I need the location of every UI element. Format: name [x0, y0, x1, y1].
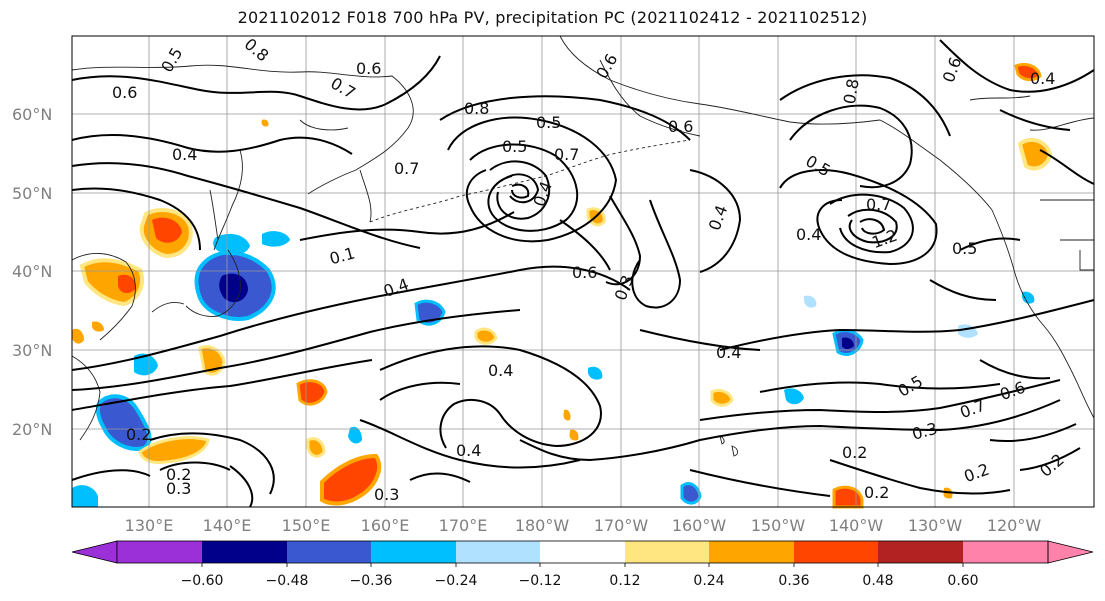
map-panel: 0.5 0.8 0.6 0.7 0.6 0.4 0.7 0.8 0.5 0.6 … — [71, 34, 1095, 509]
colorbar-segment — [456, 541, 540, 563]
colorbar-segment — [963, 541, 1048, 563]
contour-label: 0.5 — [536, 113, 561, 132]
lon-label: 130°W — [908, 516, 963, 535]
colorbar-tick-label: 0.24 — [693, 573, 724, 589]
lon-label: 170°E — [439, 516, 488, 535]
colorbar-tick-label: 0.60 — [947, 573, 978, 589]
contour-label: 0.6 — [668, 117, 693, 136]
colorbar-segment — [287, 541, 371, 563]
lon-label: 170°W — [594, 516, 649, 535]
colorbar-extend-high — [1047, 540, 1094, 564]
longitude-labels: 130°E 140°E 150°E 160°E 170°E 180°W 170°… — [125, 516, 1042, 535]
contour-label: 0.5 — [952, 239, 977, 258]
contour-label: 0.4 — [456, 441, 481, 460]
colorbar-tick-label: 0.12 — [609, 573, 640, 589]
lon-label: 120°W — [987, 516, 1042, 535]
colorbar-tick-label: −0.48 — [266, 573, 309, 589]
lon-label: 130°E — [125, 516, 174, 535]
contour-label: 0.6 — [572, 263, 597, 282]
contour-label: 0.7 — [554, 145, 579, 164]
colorbar-tick-label: −0.60 — [181, 573, 224, 589]
colorbar: −0.60 −0.48 −0.36 −0.24 −0.12 0.12 0.24 … — [71, 540, 1094, 589]
contour-label: 0.5 — [502, 137, 527, 156]
contour-label: 0.7 — [394, 159, 419, 178]
colorbar-tick-label: −0.12 — [519, 573, 562, 589]
pv-contours — [71, 39, 1095, 508]
contour-label: 0.4 — [488, 361, 513, 380]
lon-label: 180°W — [515, 516, 570, 535]
lat-label: 30°N — [12, 341, 52, 360]
contour-label: 0.8 — [464, 99, 489, 118]
contour-label: 0.4 — [796, 225, 821, 244]
colorbar-tick-label: −0.36 — [350, 573, 393, 589]
contour-label: 0.7 — [866, 195, 891, 214]
contour-label: 0.2 — [864, 483, 889, 502]
colorbar-tick-label: 0.36 — [778, 573, 809, 589]
precipitation-shading — [72, 62, 1053, 509]
lat-label: 40°N — [12, 262, 52, 281]
lon-label: 160°E — [361, 516, 410, 535]
contour-label: 0.4 — [716, 343, 741, 362]
colorbar-segment — [202, 541, 287, 563]
contour-label: 0.6 — [112, 83, 137, 102]
contour-label: 0.2 — [126, 425, 151, 444]
colorbar-tick-label: 0.48 — [862, 573, 893, 589]
colorbar-segment — [540, 541, 625, 563]
lon-label: 150°W — [751, 516, 806, 535]
colorbar-segment — [371, 541, 456, 563]
colorbar-tick-label: −0.24 — [435, 573, 478, 589]
contour-label: 0.2 — [166, 465, 191, 484]
graticule — [72, 36, 1094, 507]
contour-label: 0.8 — [840, 77, 863, 105]
lat-label: 60°N — [12, 105, 52, 124]
colorbar-segment — [117, 541, 202, 563]
lon-label: 160°W — [672, 516, 727, 535]
contour-label: 0.3 — [374, 485, 399, 504]
colorbar-extend-low — [71, 540, 118, 564]
lon-label: 150°E — [282, 516, 331, 535]
contour-label: 0.4 — [172, 145, 197, 164]
lon-label: 140°E — [203, 516, 252, 535]
latitude-labels: 60°N 50°N 40°N 30°N 20°N — [12, 105, 52, 439]
lat-label: 20°N — [12, 420, 52, 439]
map-title: 2021102012 F018 700 hPa PV, precipitatio… — [237, 8, 868, 27]
map-frame — [71, 35, 1095, 508]
lat-label: 50°N — [12, 184, 52, 203]
contour-label: 0.4 — [1030, 69, 1055, 88]
lon-label: 140°W — [829, 516, 884, 535]
colorbar-segment — [709, 541, 794, 563]
contour-label: 0.3 — [166, 479, 191, 498]
colorbar-segment — [794, 541, 878, 563]
contour-label: 0.2 — [842, 443, 867, 462]
colorbar-segment — [878, 541, 963, 563]
contour-label: 0.6 — [356, 59, 381, 78]
colorbar-segment — [625, 541, 709, 563]
